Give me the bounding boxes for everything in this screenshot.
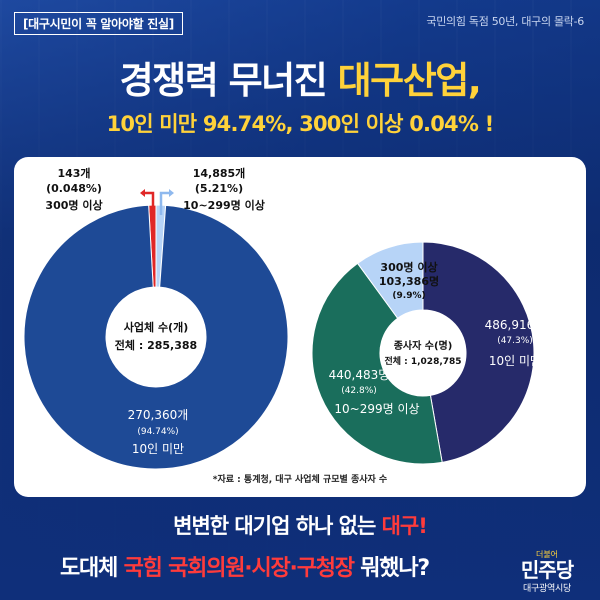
center-title: 사업체 수(개) bbox=[124, 320, 188, 334]
logo-big: 민주당 bbox=[520, 558, 574, 582]
chart-card: 143개 (0.048%) 300명 이상 14,885개 (5.21%) 10~299명… bbox=[14, 157, 586, 497]
label-under-10-name: 10인 미만 bbox=[132, 442, 184, 456]
headline: 경쟁력 무너진 대구산업, bbox=[0, 50, 600, 104]
logo-small: 더불어 bbox=[535, 550, 559, 559]
slice-under-10 bbox=[23, 204, 289, 470]
label-emp-300-pct: (9.9%) bbox=[392, 291, 425, 301]
subline: 10인 미만 94.74%, 300인 이상 0.04% ! bbox=[106, 112, 495, 136]
bottom-line-2: 도대체 국힘 국회의원·시장·구청장 뭐했나? bbox=[60, 550, 430, 582]
label-emp-10-299-pct: (42.8%) bbox=[341, 386, 377, 396]
donut-hole-right bbox=[380, 310, 466, 396]
donut-charts: 143개 (0.048%) 300명 이상 14,885개 (5.21%) 10~299명… bbox=[23, 166, 546, 470]
label-emp-300-name: 300명 이상 bbox=[380, 260, 437, 274]
bottom-line-1-prefix: 변변한 대기업 하나 없는 bbox=[173, 514, 382, 538]
arrow-red bbox=[144, 191, 155, 215]
label-300-pct: (0.048%) bbox=[46, 182, 102, 195]
label-emp-300-value: 103,386명 bbox=[379, 274, 439, 288]
center-title-right: 종사자 수(명) bbox=[394, 339, 453, 352]
label-under-10-pct: (94.74%) bbox=[137, 427, 178, 437]
center-total-right: 전체 : 1,028,785 bbox=[384, 355, 461, 367]
label-emp-under-10-pct: (47.3%) bbox=[497, 336, 533, 346]
headline-prefix: 경쟁력 무너진 bbox=[119, 59, 338, 102]
party-logo: 더불어 민주당 대구광역시당 bbox=[508, 549, 586, 594]
source-note: *자료 : 통계청, 대구 사업체 규모별 종사자 수 bbox=[212, 475, 388, 485]
topic-tag: [대구시민이 꼭 알아야할 진실] bbox=[14, 12, 183, 35]
series-label: 국민의힘 독점 50년, 대구의 몰락-6 bbox=[426, 15, 584, 28]
bottom-line-2-highlight: 국힘 국회의원·시장·구청장 bbox=[123, 556, 355, 581]
bottom-line-2-prefix: 도대체 bbox=[60, 556, 124, 581]
label-emp-under-10-value: 486,916명 bbox=[485, 318, 546, 332]
label-300-value: 143개 bbox=[57, 166, 90, 180]
label-emp-10-299-value: 440,483명 bbox=[329, 368, 390, 382]
donut-hole bbox=[106, 287, 206, 387]
bottom-line-1-highlight: 대구! bbox=[381, 514, 428, 538]
label-emp-under-10-name: 10인 미만 bbox=[489, 354, 541, 368]
arrow-blue bbox=[159, 191, 170, 215]
label-10-299-value: 14,885개 bbox=[193, 166, 246, 180]
arrowhead-red bbox=[140, 189, 145, 197]
bottom-line-1: 변변한 대기업 하나 없는 대구! bbox=[0, 510, 600, 540]
label-10-299-pct: (5.21%) bbox=[195, 182, 243, 195]
bottom-line-2-suffix: 뭐했나? bbox=[353, 556, 430, 581]
center-total: 전체 : 285,388 bbox=[115, 338, 197, 352]
label-emp-10-299-name: 10~299명 이상 bbox=[334, 402, 419, 416]
label-under-10-value: 270,360개 bbox=[128, 408, 189, 422]
label-10-299-name: 10~299명 이상 bbox=[183, 198, 265, 212]
arrowhead-blue bbox=[169, 189, 174, 197]
logo-region: 대구광역시당 bbox=[523, 584, 571, 594]
headline-highlight: 대구산업, bbox=[337, 59, 482, 102]
label-300-name: 300명 이상 bbox=[45, 198, 102, 212]
